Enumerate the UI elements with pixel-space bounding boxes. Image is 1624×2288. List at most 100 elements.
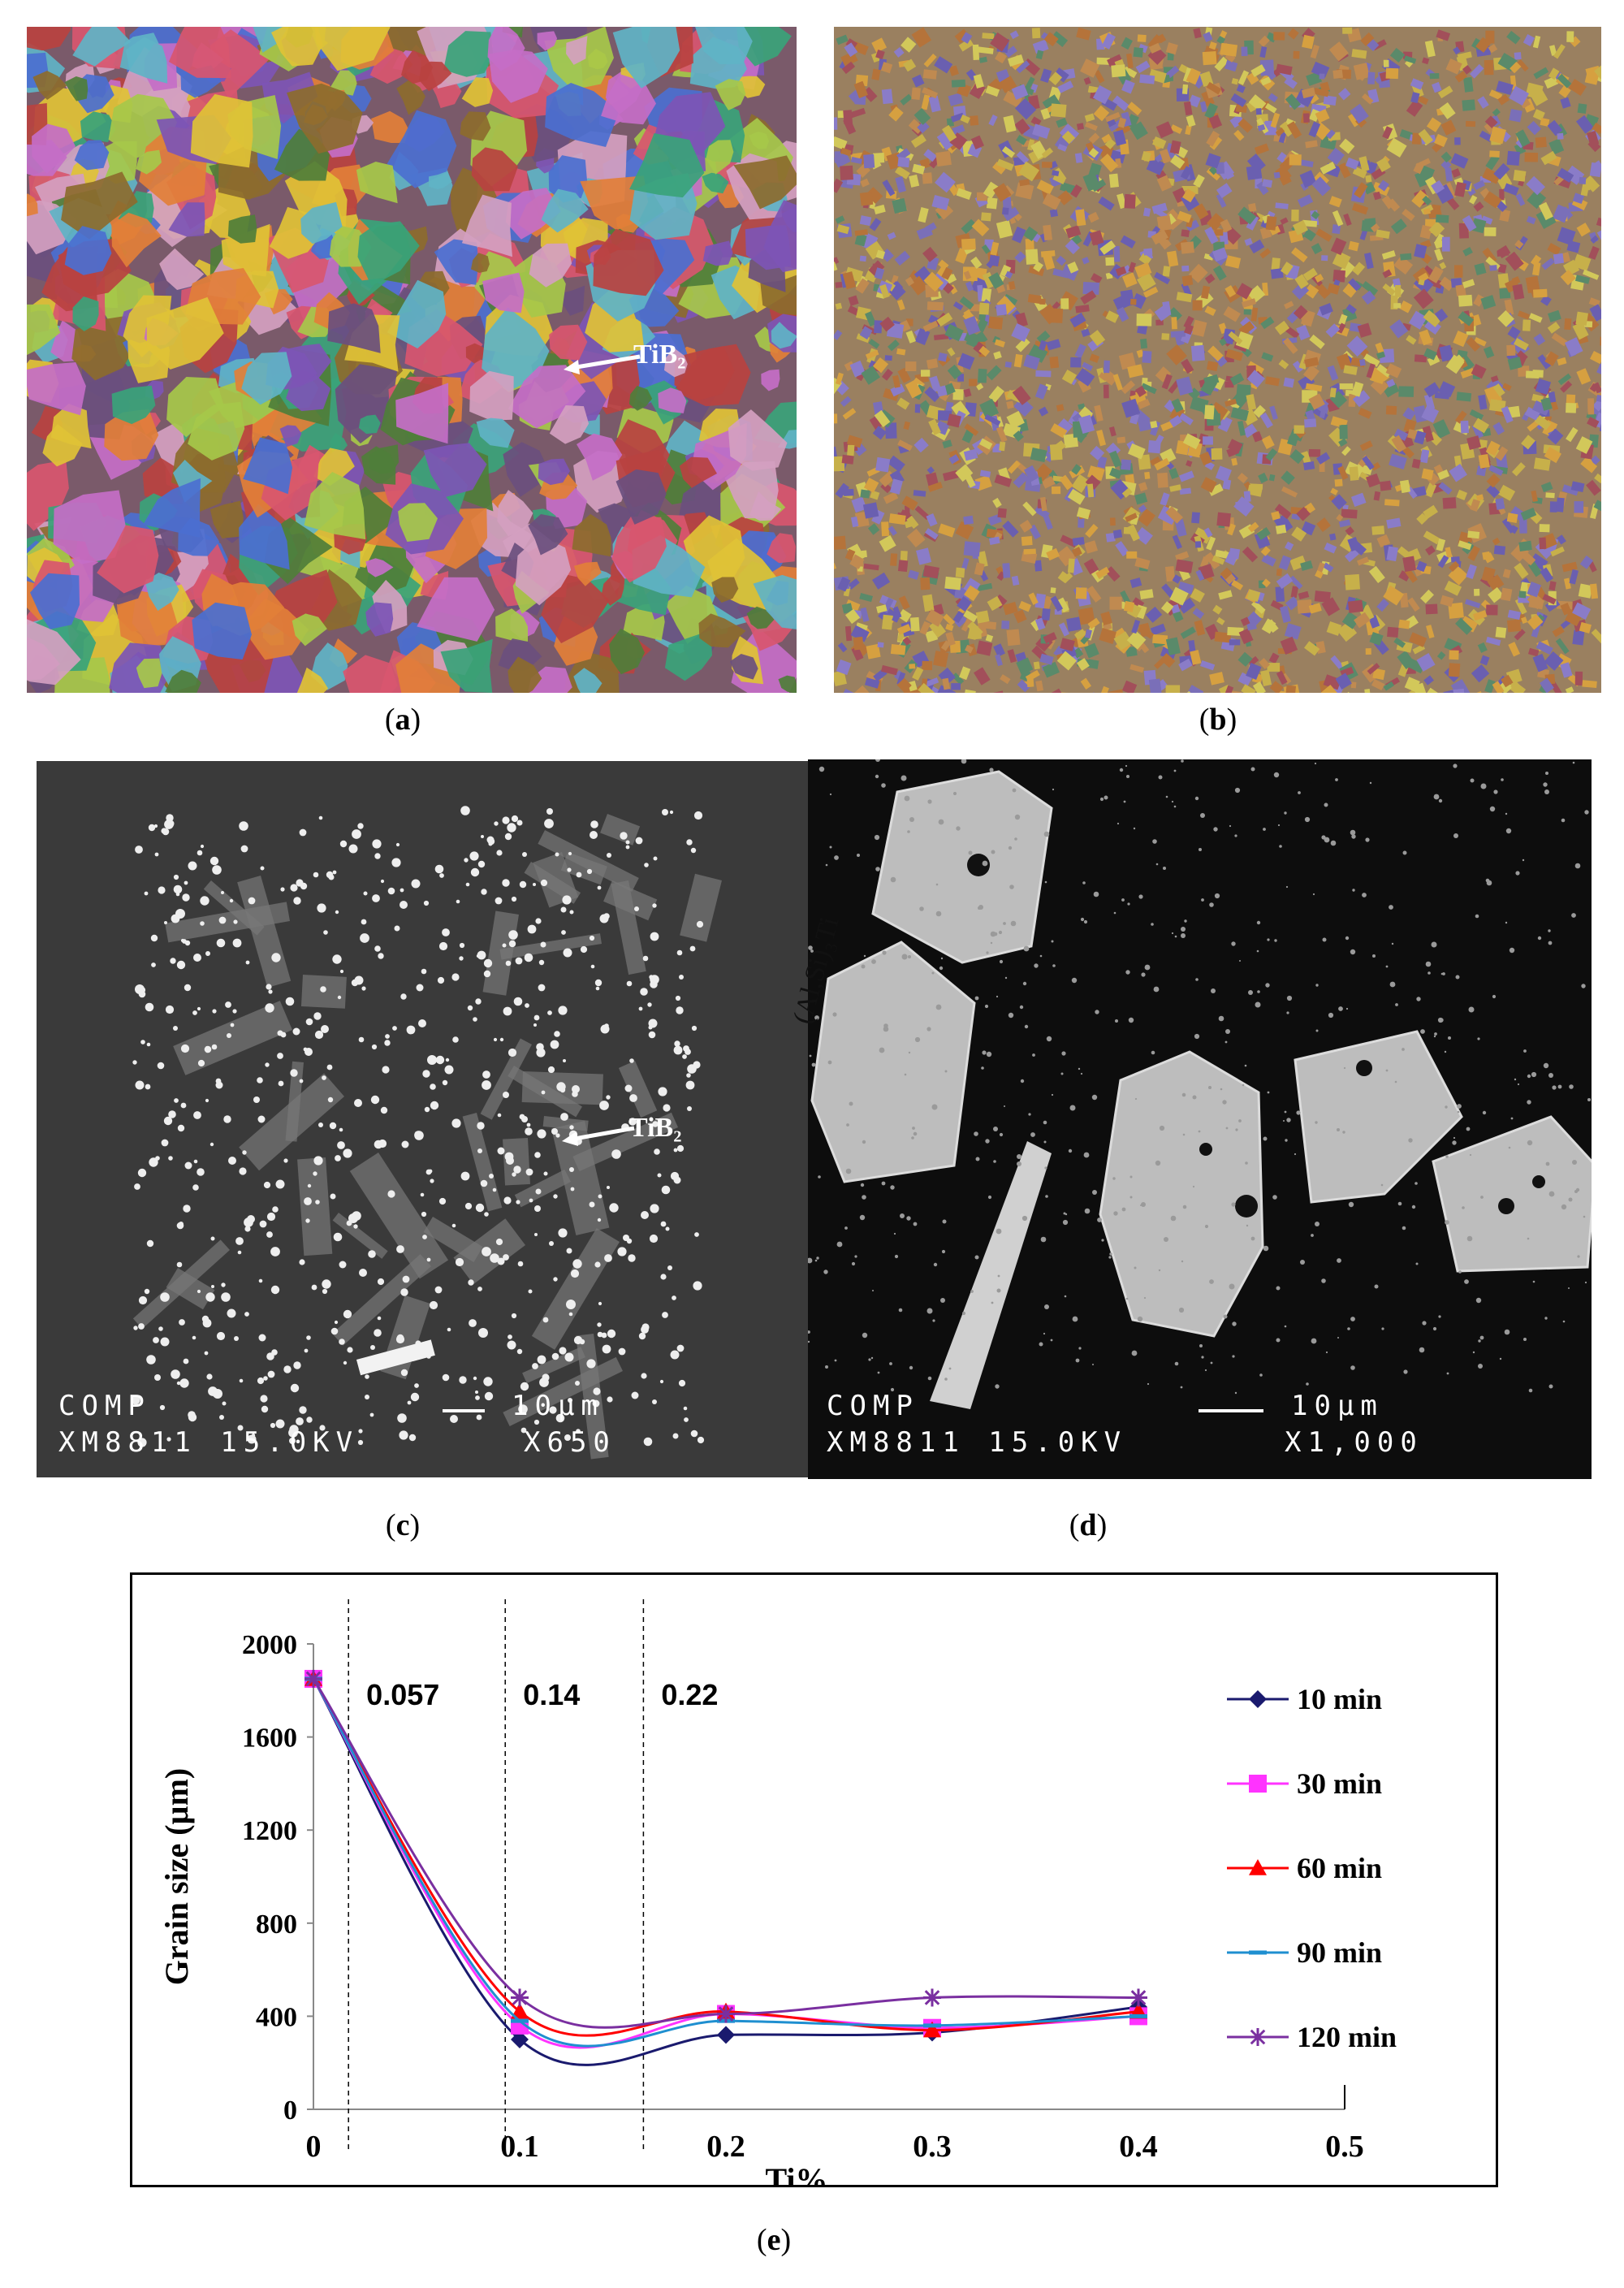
pore	[967, 854, 990, 876]
legend-marker	[1249, 1690, 1267, 1708]
particle	[991, 850, 996, 854]
grain	[1365, 648, 1371, 655]
particle	[1263, 1136, 1268, 1141]
grain	[1535, 378, 1552, 396]
grain	[1056, 404, 1065, 412]
grain	[835, 281, 843, 288]
grain	[1011, 84, 1029, 100]
particle	[935, 1004, 942, 1010]
particle	[442, 928, 450, 936]
particle	[265, 1062, 270, 1067]
grain	[847, 577, 860, 590]
particle	[1101, 1239, 1104, 1242]
grain	[1080, 290, 1097, 305]
grain	[482, 307, 550, 392]
particle	[1134, 1097, 1138, 1101]
grain	[836, 659, 852, 676]
grain	[1501, 674, 1514, 688]
particle	[299, 1259, 305, 1265]
particle	[931, 1104, 938, 1110]
particle	[1515, 871, 1520, 876]
particle	[604, 1254, 612, 1262]
phase	[618, 1060, 658, 1118]
grain	[1227, 523, 1236, 536]
grain	[868, 260, 885, 277]
grain	[890, 553, 898, 566]
grain	[1575, 311, 1588, 326]
particle	[1246, 1224, 1249, 1227]
particle	[1462, 1206, 1465, 1209]
grain	[1527, 189, 1547, 210]
grain	[1058, 622, 1070, 637]
particle	[1522, 859, 1525, 862]
particle	[564, 1352, 574, 1362]
particle	[326, 1064, 333, 1070]
particle	[402, 1275, 410, 1283]
particle	[1312, 893, 1315, 896]
particle	[392, 1026, 397, 1031]
grain	[1462, 279, 1475, 288]
grain	[942, 469, 959, 482]
grain	[1497, 310, 1514, 327]
grain	[1502, 569, 1511, 578]
particle	[1389, 905, 1393, 910]
particle	[304, 1348, 309, 1353]
grain	[1057, 80, 1074, 93]
particle	[1008, 1012, 1014, 1019]
grain	[1105, 566, 1121, 582]
grain	[1527, 647, 1540, 657]
grain	[842, 408, 857, 420]
grain	[1066, 616, 1082, 632]
grain	[1376, 157, 1391, 173]
grain	[1090, 445, 1105, 461]
grain	[1345, 526, 1354, 536]
x-axis-label: Ti%	[765, 2161, 827, 2185]
reference-line-label: 0.057	[366, 1678, 439, 1711]
particle	[1448, 1036, 1451, 1040]
particle	[1352, 889, 1355, 892]
particle	[459, 1376, 467, 1384]
particle	[1235, 1128, 1238, 1131]
grain	[1279, 121, 1294, 137]
pore	[1498, 1198, 1514, 1214]
grain	[1193, 174, 1205, 188]
data-point	[1129, 1988, 1147, 2007]
particle	[374, 945, 381, 952]
particle	[641, 1373, 647, 1379]
series-line	[312, 1678, 1139, 2049]
particle	[546, 808, 553, 815]
grain	[924, 386, 940, 403]
particle	[1475, 1297, 1482, 1304]
particle	[1279, 845, 1282, 848]
grain	[1553, 253, 1565, 265]
particle	[597, 885, 602, 890]
particle	[304, 1048, 313, 1056]
grain	[1138, 253, 1152, 266]
grain	[1488, 89, 1503, 101]
grain	[1121, 380, 1136, 395]
grain	[1121, 487, 1133, 498]
particle	[1181, 933, 1186, 938]
grain	[1246, 370, 1265, 388]
particle	[1201, 898, 1204, 902]
particle	[161, 1139, 169, 1147]
grain	[1273, 513, 1294, 534]
particle	[423, 900, 430, 906]
grain	[1453, 46, 1461, 55]
grain	[1309, 334, 1325, 349]
grain	[840, 50, 858, 67]
particle	[635, 837, 643, 845]
grain	[905, 379, 922, 399]
particle	[464, 1202, 473, 1210]
grain	[314, 27, 391, 71]
grain	[664, 629, 712, 681]
grain	[1023, 465, 1039, 482]
particle	[430, 1101, 439, 1110]
grain	[1472, 610, 1488, 621]
particle	[625, 840, 630, 845]
grain	[1568, 78, 1587, 97]
grain	[1382, 269, 1393, 279]
grain	[1183, 315, 1194, 329]
grain	[1332, 210, 1344, 227]
grain	[1200, 556, 1210, 569]
